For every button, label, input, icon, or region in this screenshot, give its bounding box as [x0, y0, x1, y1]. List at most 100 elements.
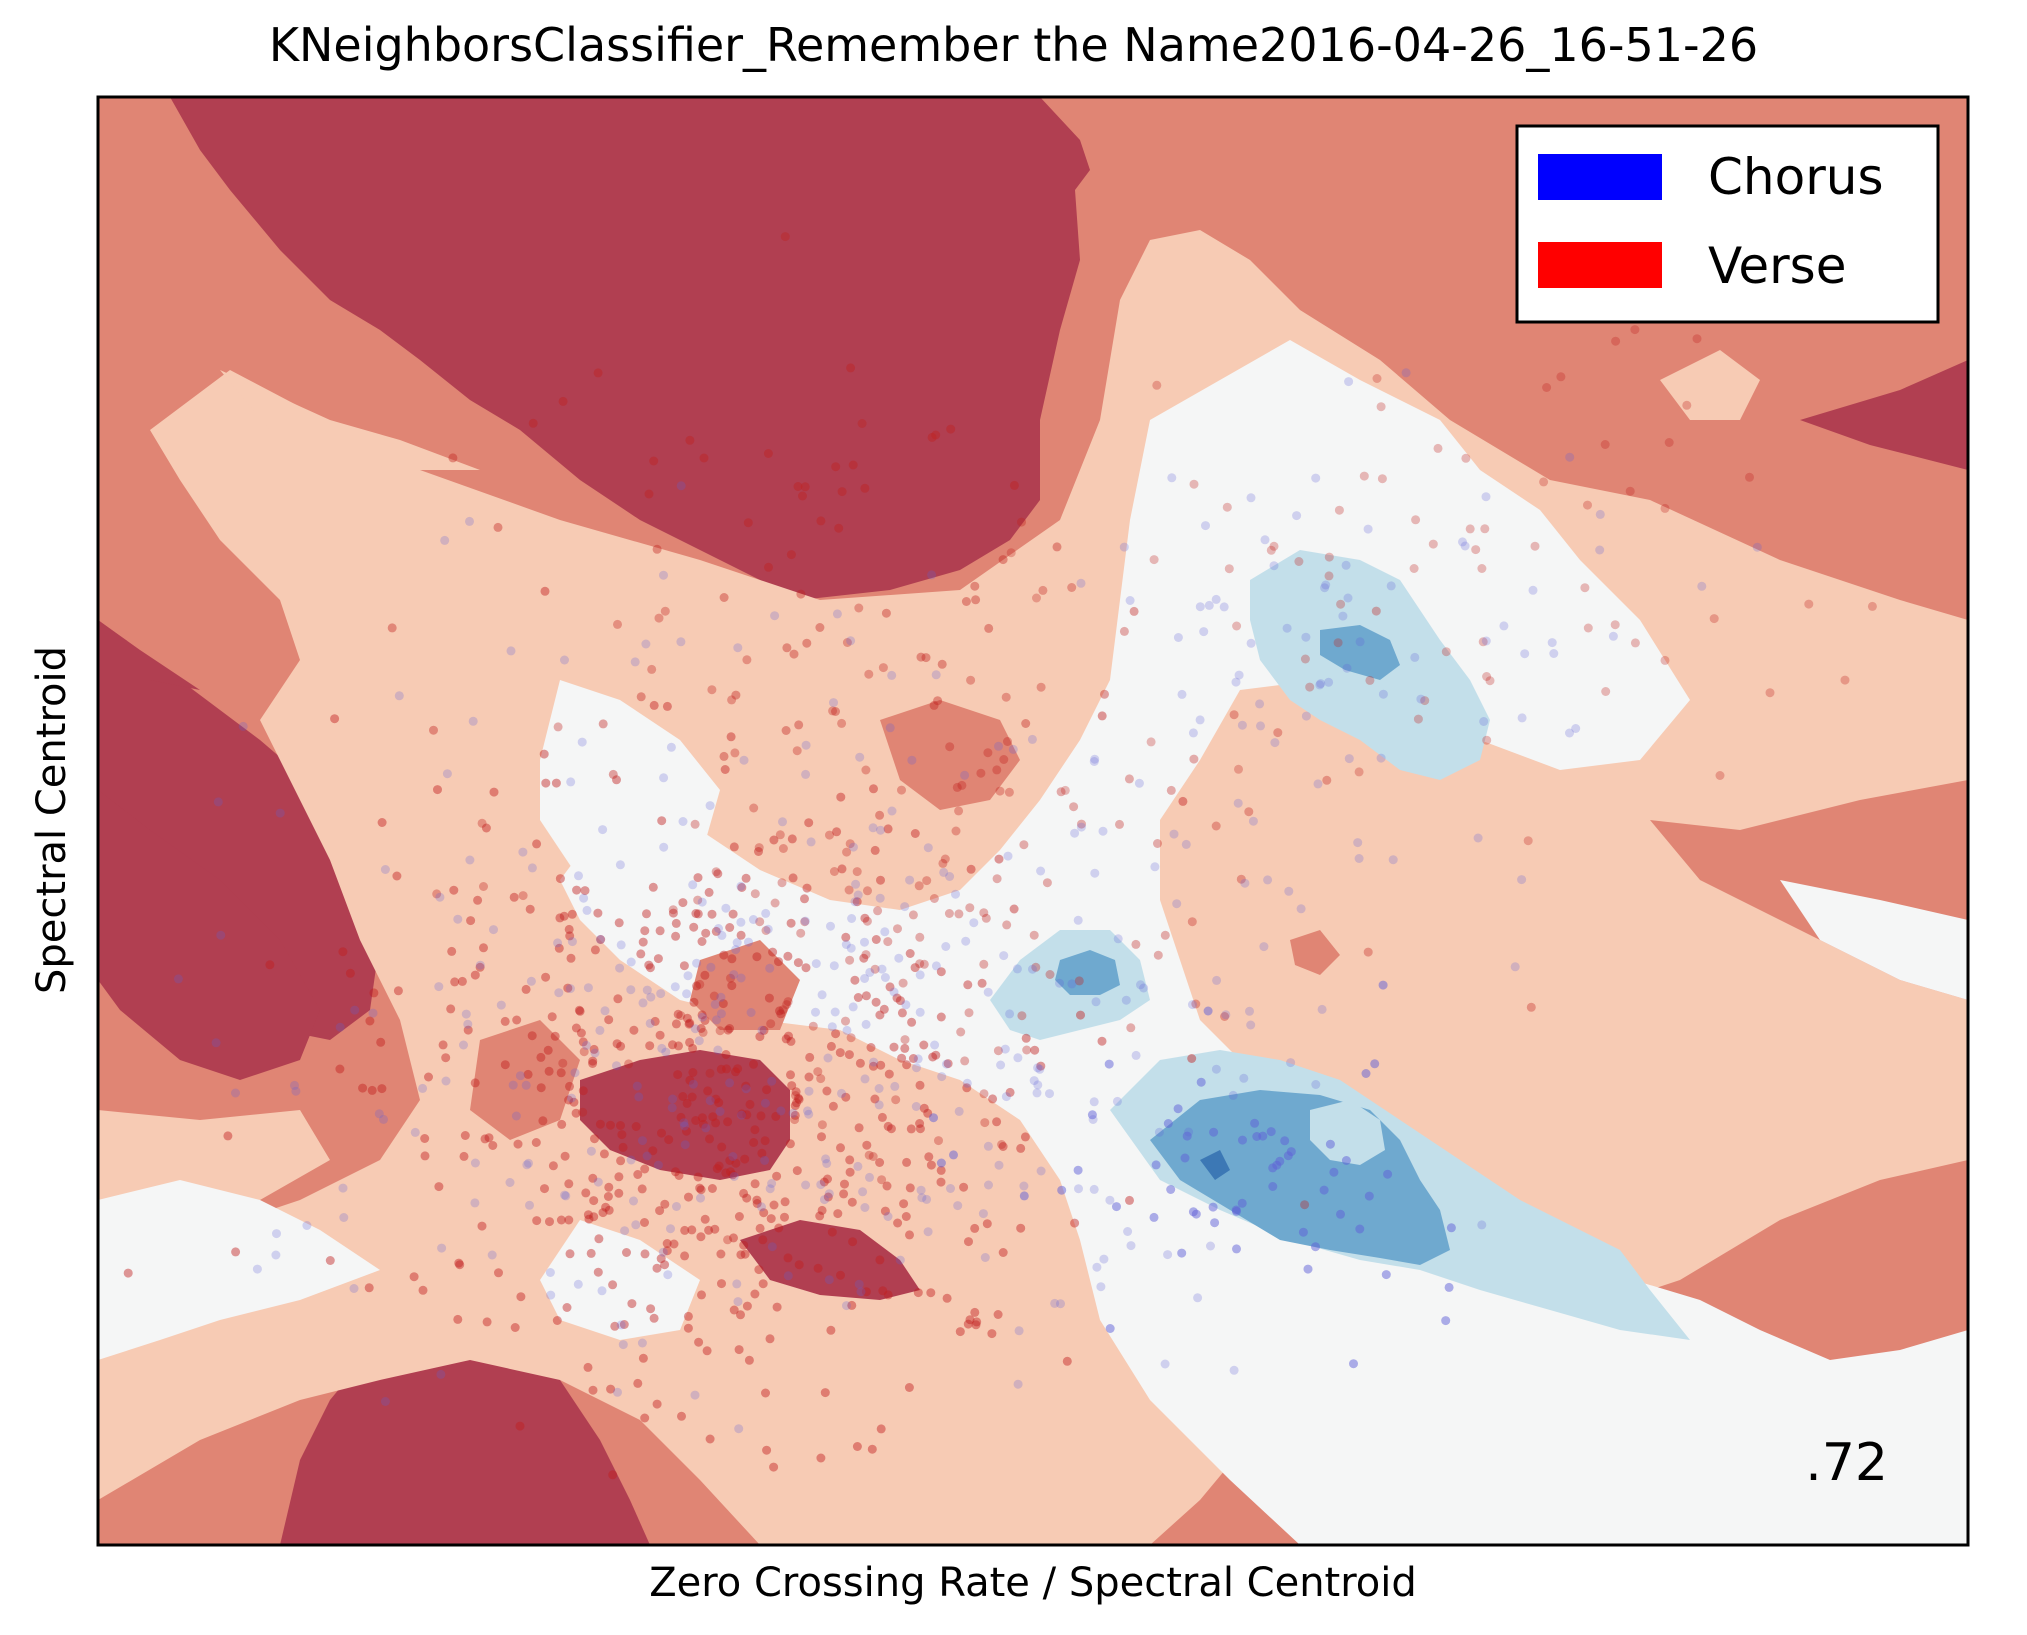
scatter-point [545, 1217, 554, 1227]
scatter-point [817, 990, 827, 1000]
scatter-point [921, 653, 931, 663]
scatter-point [743, 518, 753, 528]
scatter-point [837, 864, 847, 874]
scatter-point [680, 1140, 690, 1150]
scatter-point [1098, 826, 1108, 836]
scatter-point [453, 1314, 463, 1324]
scatter-point [877, 1175, 887, 1185]
scatter-point [377, 1084, 387, 1094]
scatter-point [1119, 626, 1129, 636]
scatter-point [1126, 1023, 1136, 1033]
legend-swatch-verse [1538, 242, 1662, 288]
scatter-point [652, 544, 662, 554]
scatter-point [1410, 652, 1420, 662]
scatter-point [770, 611, 780, 621]
region-verse-strong-top [170, 97, 1090, 600]
scatter-point [1311, 1242, 1320, 1252]
scatter-point [1199, 627, 1209, 637]
scatter-point [1189, 479, 1199, 489]
scatter-point [685, 1037, 695, 1047]
scatter-point [729, 842, 739, 852]
scatter-point [729, 1172, 739, 1181]
scatter-point [565, 1081, 574, 1091]
scatter-point [870, 845, 880, 855]
scatter-point [1070, 1218, 1080, 1228]
scatter-point [878, 663, 888, 673]
scatter-point [845, 1155, 855, 1165]
scatter-point [889, 987, 899, 997]
scatter-point [460, 1131, 470, 1140]
scatter-point [837, 487, 847, 497]
scatter-point [976, 768, 986, 778]
scatter-point [984, 1180, 993, 1190]
scatter-point [1610, 620, 1620, 630]
scatter-point [1191, 1209, 1201, 1219]
scatter-point [1181, 839, 1191, 849]
scatter-point [860, 937, 869, 947]
region-neutral-lower-center [540, 1220, 700, 1340]
scatter-point [804, 1109, 814, 1119]
scatter-point [676, 1112, 686, 1122]
scatter-point [707, 685, 717, 695]
scatter-point [650, 1016, 660, 1026]
scatter-point [1096, 1282, 1106, 1292]
scatter-point [1036, 1166, 1046, 1176]
scatter-point [703, 1086, 713, 1096]
scatter-point [418, 1285, 428, 1295]
scatter-point [954, 909, 964, 919]
scatter-point [832, 827, 842, 837]
scatter-point [717, 1142, 727, 1152]
scatter-point [335, 1022, 345, 1032]
scatter-point [1021, 1033, 1031, 1043]
scatter-point [710, 1224, 720, 1234]
scatter-point [801, 1180, 811, 1190]
scatter-point [668, 1094, 678, 1104]
scatter-point [1139, 983, 1149, 993]
scatter-point [813, 1263, 823, 1273]
scatter-point [988, 1094, 998, 1104]
scatter-point [698, 1027, 708, 1037]
scatter-point [1089, 757, 1099, 766]
scatter-point [564, 1095, 574, 1105]
scatter-point [1386, 581, 1396, 591]
scatter-point [760, 1098, 770, 1108]
scatter-point [796, 589, 806, 599]
scatter-point [272, 1229, 281, 1239]
scatter-point [626, 985, 636, 995]
scatter-point [908, 910, 918, 920]
scatter-point [668, 905, 678, 915]
scatter-point [557, 1119, 567, 1129]
scatter-point [553, 938, 563, 948]
scatter-point [1411, 515, 1421, 525]
scatter-point [1355, 637, 1365, 647]
scatter-point [749, 803, 759, 813]
scatter-point [640, 1218, 649, 1227]
scatter-point [802, 638, 812, 648]
scatter-point [1660, 655, 1670, 665]
scatter-point [1163, 1119, 1173, 1128]
scatter-point [652, 1399, 662, 1409]
region-verse-strong-center-1 [580, 1050, 790, 1180]
scatter-point [682, 1013, 692, 1023]
scatter-point [887, 806, 897, 816]
scatter-point [855, 752, 865, 762]
scatter-point [365, 1016, 375, 1026]
scatter-point [581, 1040, 591, 1050]
scatter-point [642, 1151, 652, 1161]
scatter-point [595, 934, 605, 944]
scatter-point [380, 865, 390, 874]
scatter-point [640, 926, 650, 936]
scatter-point [646, 1304, 656, 1314]
scatter-point [570, 1068, 580, 1078]
scatter-point [1035, 1064, 1045, 1074]
scatter-point [394, 691, 404, 701]
scatter-point [821, 1154, 831, 1164]
legend: Chorus Verse [1515, 124, 1940, 324]
scatter-point [868, 823, 878, 833]
scatter-point [551, 778, 561, 788]
scatter-point [1583, 623, 1593, 633]
scatter-point [876, 1060, 886, 1070]
scatter-point [231, 1088, 240, 1098]
scatter-point [857, 419, 867, 428]
scatter-point [1012, 964, 1022, 974]
